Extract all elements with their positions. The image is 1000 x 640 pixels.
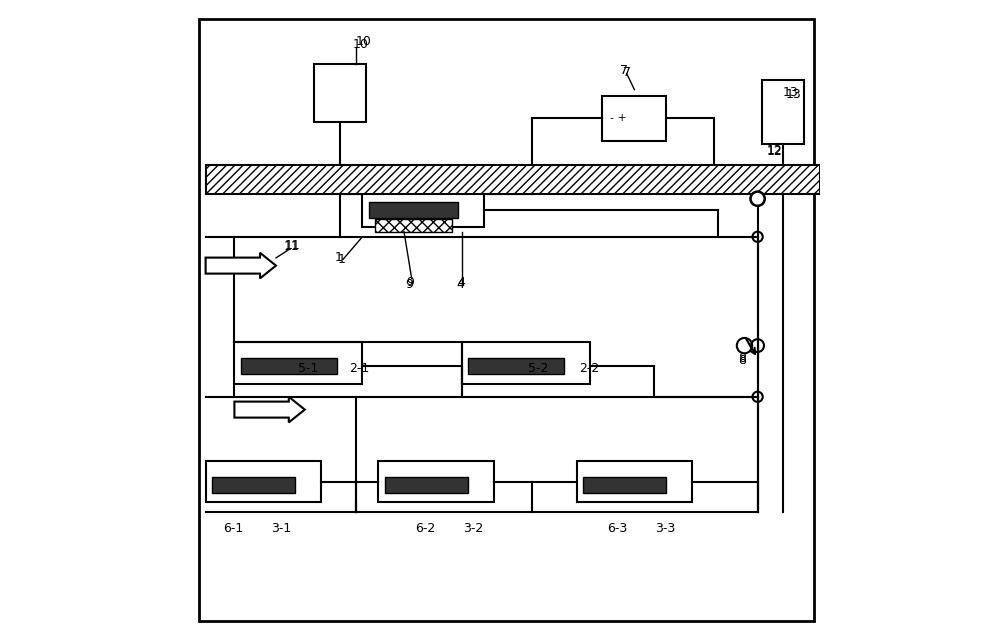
Text: 8: 8: [738, 354, 746, 367]
Circle shape: [750, 191, 765, 207]
Text: 10: 10: [356, 35, 372, 48]
FancyBboxPatch shape: [212, 477, 295, 493]
Bar: [206, 165, 820, 194]
Circle shape: [752, 194, 763, 204]
Text: 4: 4: [457, 276, 465, 289]
Text: 10: 10: [353, 38, 369, 51]
FancyBboxPatch shape: [583, 477, 666, 493]
Text: 1: 1: [335, 252, 343, 264]
Text: 9: 9: [405, 278, 413, 291]
FancyBboxPatch shape: [602, 96, 666, 141]
Text: 11: 11: [284, 239, 300, 252]
FancyBboxPatch shape: [314, 64, 366, 122]
Text: 2-2: 2-2: [579, 362, 600, 374]
Text: 5-1: 5-1: [298, 362, 318, 374]
Text: - +: - +: [610, 113, 627, 124]
Text: 7: 7: [620, 64, 628, 77]
FancyBboxPatch shape: [762, 80, 804, 144]
Text: 13: 13: [786, 88, 802, 101]
FancyBboxPatch shape: [369, 202, 458, 218]
Text: 5-2: 5-2: [528, 362, 548, 374]
Text: 7: 7: [623, 66, 631, 79]
FancyBboxPatch shape: [385, 477, 468, 493]
FancyArrow shape: [234, 397, 305, 422]
Text: 12: 12: [767, 145, 783, 158]
Text: 8: 8: [738, 352, 746, 365]
Text: 3-3: 3-3: [656, 522, 676, 534]
FancyBboxPatch shape: [468, 358, 564, 374]
FancyArrow shape: [206, 253, 276, 278]
Text: 6-1: 6-1: [223, 522, 243, 534]
Text: 3-1: 3-1: [272, 522, 292, 534]
FancyBboxPatch shape: [362, 186, 484, 227]
FancyBboxPatch shape: [241, 358, 337, 374]
FancyBboxPatch shape: [206, 461, 321, 502]
FancyBboxPatch shape: [234, 342, 362, 384]
FancyBboxPatch shape: [577, 461, 692, 502]
Text: 6-2: 6-2: [415, 522, 435, 534]
Text: 12: 12: [766, 144, 782, 157]
FancyBboxPatch shape: [375, 219, 452, 232]
Text: 1: 1: [338, 253, 346, 266]
Text: 9: 9: [406, 276, 414, 289]
Text: 13: 13: [783, 86, 799, 99]
Text: 4: 4: [456, 278, 464, 291]
Text: 3-2: 3-2: [464, 522, 484, 534]
Text: 11: 11: [284, 240, 299, 253]
Text: 2-1: 2-1: [350, 362, 370, 374]
Bar: [206, 165, 820, 194]
FancyBboxPatch shape: [462, 342, 590, 384]
FancyBboxPatch shape: [378, 461, 494, 502]
Text: 6-3: 6-3: [607, 522, 627, 534]
